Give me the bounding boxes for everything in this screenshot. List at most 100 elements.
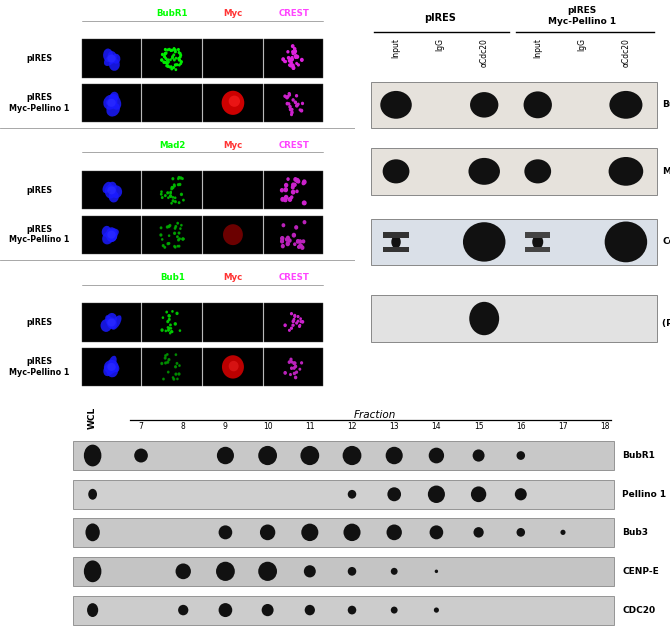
Circle shape: [161, 59, 163, 61]
Circle shape: [168, 319, 170, 321]
Circle shape: [177, 223, 178, 224]
Circle shape: [299, 325, 300, 327]
Circle shape: [299, 109, 301, 111]
Circle shape: [286, 102, 288, 105]
Circle shape: [171, 68, 173, 70]
Circle shape: [167, 59, 168, 61]
Circle shape: [302, 182, 305, 185]
Circle shape: [174, 232, 176, 234]
Ellipse shape: [474, 527, 484, 538]
Circle shape: [289, 94, 290, 96]
Circle shape: [291, 51, 293, 52]
Circle shape: [283, 199, 286, 202]
Ellipse shape: [88, 489, 97, 500]
Circle shape: [294, 178, 297, 181]
Circle shape: [301, 362, 302, 364]
Circle shape: [284, 199, 287, 202]
Circle shape: [178, 245, 180, 247]
Ellipse shape: [107, 317, 117, 329]
Circle shape: [287, 178, 289, 180]
Ellipse shape: [302, 524, 318, 541]
Ellipse shape: [107, 364, 118, 378]
Circle shape: [291, 57, 293, 59]
Text: Bub1: Bub1: [159, 273, 185, 282]
Ellipse shape: [463, 222, 505, 262]
Circle shape: [284, 372, 286, 374]
Ellipse shape: [348, 567, 356, 576]
Circle shape: [172, 331, 173, 332]
Ellipse shape: [109, 191, 119, 202]
Circle shape: [162, 244, 164, 246]
Circle shape: [164, 357, 166, 359]
Circle shape: [288, 93, 290, 95]
Circle shape: [295, 365, 297, 367]
Circle shape: [161, 362, 163, 365]
Circle shape: [160, 227, 161, 228]
Ellipse shape: [517, 451, 525, 460]
Circle shape: [173, 378, 175, 380]
Circle shape: [180, 54, 182, 56]
Circle shape: [170, 324, 172, 326]
Text: Myc: Myc: [223, 141, 243, 150]
Circle shape: [300, 109, 303, 112]
Circle shape: [304, 221, 306, 223]
Circle shape: [168, 315, 170, 317]
Bar: [82, 84, 141, 122]
Circle shape: [177, 236, 178, 237]
Circle shape: [167, 192, 169, 194]
Ellipse shape: [109, 93, 121, 109]
Circle shape: [289, 64, 291, 66]
Circle shape: [167, 65, 169, 67]
Text: BubR1: BubR1: [622, 451, 655, 460]
Ellipse shape: [103, 182, 112, 193]
Ellipse shape: [104, 55, 115, 66]
Text: Cdc20: Cdc20: [662, 237, 670, 246]
Ellipse shape: [107, 186, 116, 195]
Circle shape: [172, 49, 174, 51]
Circle shape: [291, 64, 293, 67]
Ellipse shape: [525, 159, 551, 184]
Circle shape: [293, 183, 296, 186]
Circle shape: [292, 234, 295, 237]
Circle shape: [292, 67, 295, 69]
Circle shape: [171, 331, 172, 332]
Text: pIRES: pIRES: [26, 186, 52, 195]
Circle shape: [170, 191, 172, 193]
Circle shape: [288, 361, 290, 364]
Circle shape: [179, 64, 180, 66]
Circle shape: [292, 67, 295, 69]
Ellipse shape: [222, 355, 244, 379]
Circle shape: [174, 184, 175, 186]
Ellipse shape: [517, 528, 525, 537]
Circle shape: [289, 58, 291, 61]
Bar: [371, 82, 657, 128]
Ellipse shape: [348, 490, 356, 499]
Ellipse shape: [262, 604, 273, 616]
Ellipse shape: [102, 232, 114, 244]
Bar: [143, 348, 202, 386]
Circle shape: [175, 366, 176, 368]
Text: 13: 13: [389, 422, 399, 431]
Circle shape: [175, 225, 177, 227]
Circle shape: [164, 246, 165, 248]
Text: CREST: CREST: [278, 9, 309, 18]
Bar: [264, 39, 324, 77]
Circle shape: [291, 327, 292, 329]
Circle shape: [296, 190, 298, 193]
Circle shape: [288, 103, 289, 105]
Circle shape: [290, 358, 292, 360]
Text: Bub3: Bub3: [662, 100, 670, 109]
Circle shape: [293, 319, 295, 320]
Text: Mad2: Mad2: [159, 141, 186, 150]
Circle shape: [178, 373, 180, 375]
Circle shape: [289, 65, 292, 67]
Circle shape: [295, 179, 299, 182]
Ellipse shape: [107, 102, 120, 116]
Text: DAPI: DAPI: [100, 9, 123, 18]
Circle shape: [302, 102, 304, 104]
Circle shape: [293, 243, 296, 245]
Circle shape: [165, 58, 166, 60]
Ellipse shape: [87, 603, 98, 617]
Circle shape: [294, 316, 295, 317]
Circle shape: [291, 45, 294, 47]
